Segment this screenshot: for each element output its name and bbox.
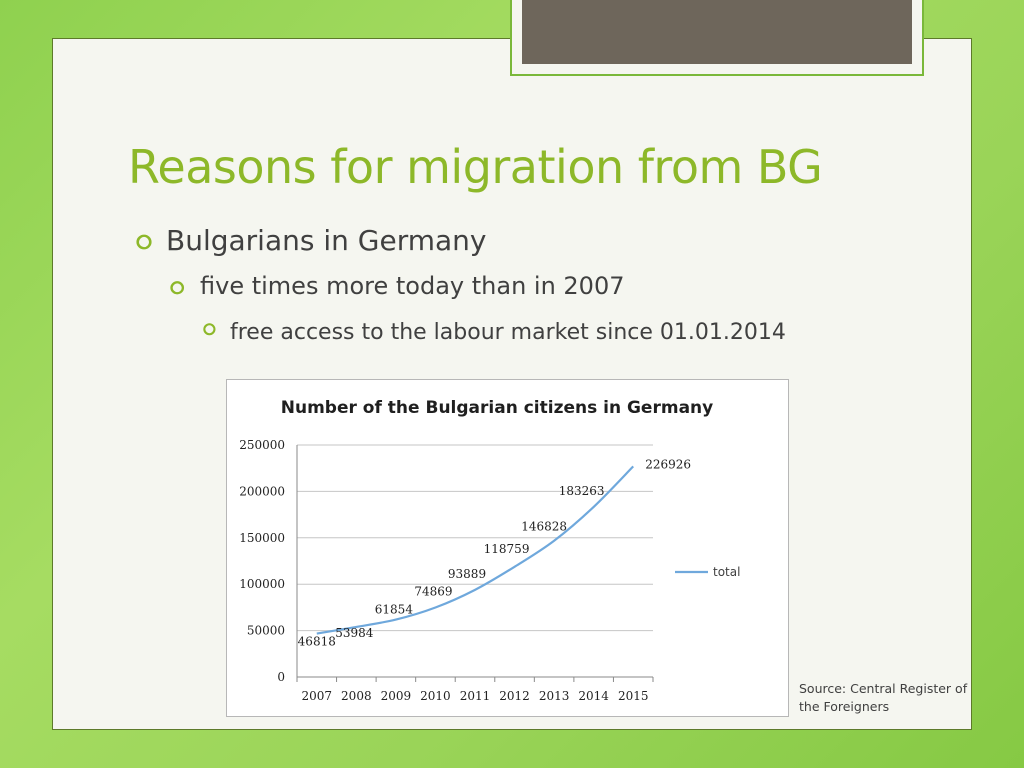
data-label: 183263	[559, 484, 605, 498]
x-tick-label: 2012	[499, 689, 530, 703]
x-tick-label: 2013	[539, 689, 570, 703]
data-label: 74869	[414, 585, 452, 599]
bullet-level1: Bulgarians in Germany	[166, 224, 487, 257]
header-tab-fill	[522, 0, 912, 64]
data-label: 118759	[484, 542, 530, 556]
y-tick-label: 0	[277, 670, 285, 684]
data-label: 61854	[375, 603, 414, 617]
x-tick-label: 2010	[420, 689, 451, 703]
data-label: 226926	[645, 457, 691, 471]
data-label: 93889	[448, 567, 486, 581]
chart-container: Number of the Bulgarian citizens in Germ…	[226, 379, 789, 717]
bullet-level3: free access to the labour market since 0…	[230, 320, 786, 345]
header-tab	[510, 0, 924, 76]
y-tick-label: 100000	[239, 577, 285, 591]
y-tick-label: 250000	[239, 438, 285, 452]
circle-bullet-icon: ⭘	[170, 278, 185, 299]
legend-label-total: total	[713, 565, 740, 579]
x-axis-ticks: 2007 2008 2009 2010 2011 2012 2013 2014 2015	[296, 677, 654, 703]
line-chart: Number of the Bulgarian citizens in Germ…	[239, 398, 740, 703]
y-tick-label: 50000	[247, 624, 285, 638]
data-label: 146828	[521, 520, 567, 534]
x-tick-label: 2015	[618, 689, 649, 703]
circle-bullet-icon: ⭘	[203, 320, 216, 339]
y-tick-label: 200000	[239, 484, 285, 498]
circle-bullet-icon: ⭘	[136, 230, 152, 254]
x-tick-label: 2009	[381, 689, 412, 703]
chart-series	[316, 465, 635, 635]
y-tick-label: 150000	[239, 531, 285, 545]
slide-title: Reasons for migration from BG	[128, 140, 823, 194]
x-tick-label: 2014	[578, 689, 609, 703]
chart-title: Number of the Bulgarian citizens in Germ…	[281, 398, 713, 418]
data-label: 46818	[298, 635, 336, 649]
x-tick-label: 2011	[460, 689, 491, 703]
y-axis-ticks: 0 50000 100000 150000 200000 250000	[239, 438, 285, 684]
bullet-level2: five times more today than in 2007	[200, 272, 625, 300]
x-tick-label: 2007	[302, 689, 333, 703]
source-note: Source: Central Register of the Foreigne…	[799, 681, 968, 714]
chart-legend: total	[675, 565, 740, 579]
data-label: 53984	[335, 626, 374, 640]
chart-grid	[296, 444, 653, 678]
x-tick-label: 2008	[341, 689, 372, 703]
